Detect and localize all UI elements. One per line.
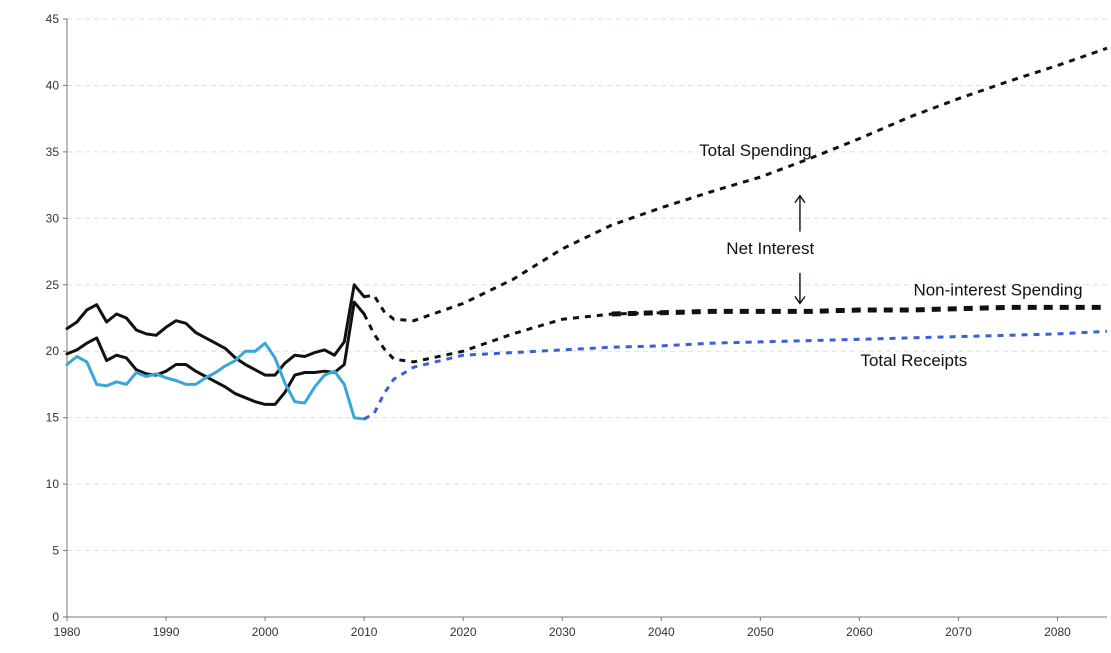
y-tick-label: 5 <box>52 544 59 558</box>
x-tick-label: 2020 <box>450 625 477 639</box>
y-tick-label: 40 <box>46 78 60 92</box>
series-total-receipts-historical <box>65 341 366 421</box>
x-tick-label: 1980 <box>54 625 81 639</box>
gridlines <box>67 18 1107 552</box>
arrow-up-icon <box>794 194 806 232</box>
axes <box>66 19 1107 618</box>
annotation-net-interest: Net Interest <box>726 239 814 258</box>
x-tick-label: 2050 <box>747 625 774 639</box>
y-tick-label: 45 <box>46 12 60 26</box>
y-tick-label: 35 <box>46 145 60 159</box>
x-tick-label: 2000 <box>252 625 279 639</box>
arrow-down-icon <box>794 272 806 305</box>
x-tick-label: 2080 <box>1044 625 1071 639</box>
annotation-non-interest-spending: Non-interest Spending <box>913 280 1082 299</box>
x-tick-label: 2060 <box>846 625 873 639</box>
series-total-spending-historical <box>65 283 366 377</box>
annotations: Total Spending Net Interest Non-interest… <box>699 141 1082 370</box>
x-tick-label: 2010 <box>351 625 378 639</box>
data-series <box>65 46 1108 421</box>
series-total-receipts-projected <box>363 329 1108 421</box>
y-tick-label: 0 <box>52 610 59 624</box>
x-tick-label: 2030 <box>549 625 576 639</box>
annotation-total-receipts: Total Receipts <box>860 351 967 370</box>
y-tick-label: 20 <box>46 344 60 358</box>
series-non-interest-spending-historical <box>65 300 366 406</box>
annotation-total-spending: Total Spending <box>699 141 811 160</box>
x-tick-label: 2070 <box>945 625 972 639</box>
tick-labels: 0 5 10 15 20 25 30 35 40 45 1980 1990 2000 2010 2020 20… <box>46 12 1072 639</box>
x-tick-label: 2040 <box>648 625 675 639</box>
x-tick-label: 1990 <box>153 625 180 639</box>
y-tick-label: 15 <box>46 411 60 425</box>
series-non-interest-spending-projected <box>362 311 662 364</box>
y-tick-label: 25 <box>46 278 60 292</box>
series-total-spending-projected <box>363 46 1108 323</box>
y-tick-label: 30 <box>46 211 60 225</box>
y-tick-label: 10 <box>46 477 60 491</box>
series-non-interest-spending-projected-late <box>611 304 1107 317</box>
